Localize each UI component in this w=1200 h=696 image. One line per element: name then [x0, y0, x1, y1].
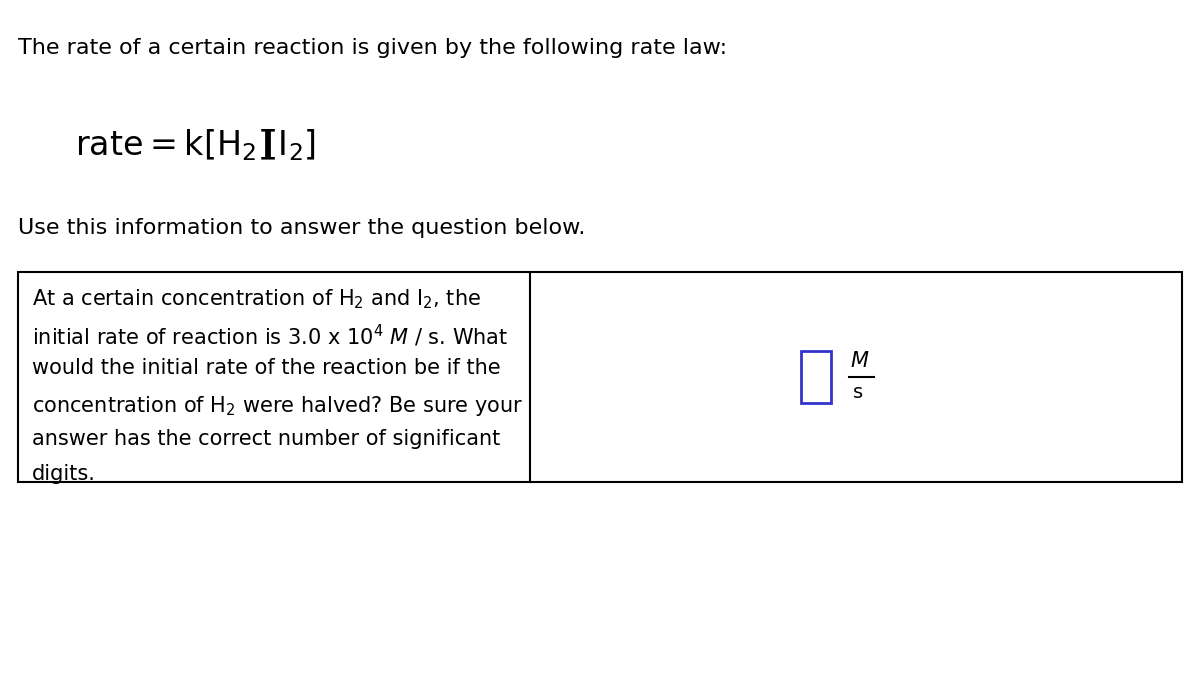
Text: concentration of H$_2$ were halved? Be sure your: concentration of H$_2$ were halved? Be s…: [32, 393, 523, 418]
Text: initial rate of reaction is 3.0 x 10$^4$ $\mathit{M}$ / s. What: initial rate of reaction is 3.0 x 10$^4$…: [32, 322, 509, 349]
Text: Use this information to answer the question below.: Use this information to answer the quest…: [18, 218, 586, 238]
Bar: [18, 272, 1182, 482]
Text: digits.: digits.: [32, 464, 96, 484]
Text: would the initial rate of the reaction be if the: would the initial rate of the reaction b…: [32, 358, 500, 378]
Text: $\mathit{M}$: $\mathit{M}$: [850, 351, 870, 371]
Text: answer has the correct number of significant: answer has the correct number of signifi…: [32, 429, 500, 449]
Bar: [802, 351, 832, 403]
Text: rate$\mathregular{=}$k$\left[\mathrm{H}_2\right]\!\left[\mathrm{I}_2\right]$: rate$\mathregular{=}$k$\left[\mathrm{H}_…: [74, 127, 316, 163]
Text: At a certain concentration of H$_2$ and I$_2$, the: At a certain concentration of H$_2$ and …: [32, 287, 481, 310]
Text: The rate of a certain reaction is given by the following rate law:: The rate of a certain reaction is given …: [18, 38, 727, 58]
Text: s: s: [853, 383, 863, 402]
